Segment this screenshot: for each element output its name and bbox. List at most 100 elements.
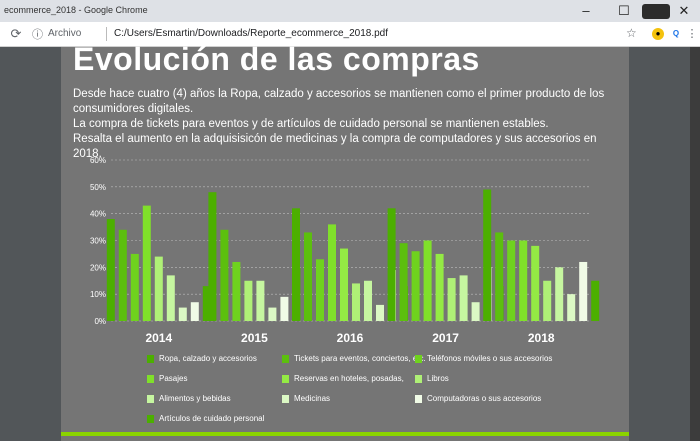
bar-2015-series-2 [232,261,241,321]
x-category-label: 2018 [528,331,555,345]
legend-label: Artículos de cuidado personal [159,414,265,423]
legend-swatch [415,354,422,363]
legend-item: Reservas en hoteles, posadas, [282,374,404,386]
bar-2016-series-0 [292,208,300,321]
legend-swatch [147,394,154,403]
bookmark-star-icon[interactable]: ☆ [626,26,637,40]
info-icon[interactable]: ⓘ [32,29,43,41]
legend-label: Medicinas [294,394,331,403]
bar-2014-series-6 [166,275,175,321]
bar-2018-series-9 [591,280,600,321]
footer-accent-bar [61,432,629,436]
y-tick-label: 50% [90,183,106,192]
bar-2018-series-7 [567,294,576,321]
bar-2016-series-6 [364,280,372,321]
bar-2017-series-7 [471,302,480,321]
bar-2018-series-6 [555,267,564,321]
legend-label: Libros [427,374,449,383]
legend-label: Reservas en hoteles, posadas, [294,374,404,383]
bar-2014-series-8 [190,302,199,321]
bar-2014-series-9 [202,286,211,321]
extension-icon[interactable]: ● [652,28,664,40]
legend-swatch [415,394,422,403]
legend-item: Libros [415,374,449,386]
bar-2014-series-7 [178,307,187,321]
legend-item: Tickets para eventos, conciertos, etc. [282,354,426,366]
browser-toolbar: ⟳ ⓘ Archivo C:/Users/Esmartin/Downloads/… [0,22,700,47]
bar-2014-series-2 [130,253,139,321]
bar-2018-series-0 [483,189,492,321]
legend-item: Teléfonos móviles o sus accesorios [415,354,552,366]
legend-swatch [147,354,154,363]
y-tick-label: 10% [90,290,106,299]
y-tick-label: 40% [90,210,106,219]
bar-2018-series-1 [495,232,504,321]
bar-2017-series-1 [399,243,408,321]
y-tick-label: 0% [94,317,106,326]
legend-swatch [282,354,289,363]
bar-2017-series-0 [387,208,396,321]
legend-item: Medicinas [282,394,330,406]
description-line-1: Desde hace cuatro (4) años la Ropa, calz… [73,88,605,115]
bar-2016-series-3 [328,224,336,321]
bar-2016-series-7 [376,304,384,321]
bar-2018-series-4 [531,245,540,321]
bar-2015-series-5 [244,280,253,321]
bar-2014-series-0 [106,219,115,321]
browser-title-bar: ecommerce_2018 - Google Chrome – ☐ ✕ [0,0,700,22]
legend-label: Tickets para eventos, conciertos, etc. [294,354,426,363]
legend-label: Teléfonos móviles o sus accesorios [427,354,553,363]
description-line-2: La compra de tickets para eventos y de a… [73,118,549,130]
maximize-icon[interactable]: ☐ [618,3,630,18]
url-text[interactable]: C:/Users/Esmartin/Downloads/Reporte_ecom… [114,28,389,39]
bar-2016-series-1 [304,232,312,321]
scrollbar[interactable] [690,47,700,441]
legend-item: Pasajes [147,374,187,386]
pdf-page: Evolución de las compras Desde hace cuat… [61,41,629,441]
bar-2015-series-7 [268,307,277,321]
bar-2015-series-0 [208,192,217,321]
reload-icon[interactable]: ⟳ [10,26,22,41]
bar-2017-series-3 [423,240,432,321]
legend-swatch [415,374,422,383]
bar-2017-series-5 [447,278,456,321]
profile-avatar[interactable] [642,4,670,19]
bar-2015-series-6 [256,280,265,321]
slide-description: Desde hace cuatro (4) años la Ropa, calz… [73,87,621,162]
extension-icon-2[interactable]: Q [670,28,682,40]
x-category-label: 2014 [145,331,172,345]
bar-2018-series-3 [519,240,528,321]
menu-icon[interactable]: ⋮ [686,28,698,40]
address-separator [106,27,107,41]
bar-2018-series-2 [507,240,516,321]
bar-2018-series-8 [579,261,588,321]
legend-swatch [282,374,289,383]
legend-item: Computadoras o sus accesorios [415,394,541,406]
address-bar[interactable]: ⓘ Archivo C:/Users/Esmartin/Downloads/Re… [28,25,640,43]
y-tick-label: 60% [90,156,106,165]
description-line-3: Resalta el aumento en la adquisisicón de… [73,133,597,160]
minimize-icon[interactable]: – [582,3,590,18]
bar-2017-series-2 [411,251,420,321]
bar-2015-series-1 [220,229,229,321]
legend-item: Artículos de cuidado personal [147,414,264,426]
bar-2017-series-6 [459,275,468,321]
bar-2014-series-1 [118,229,127,321]
close-icon[interactable]: ✕ [678,3,690,18]
x-category-label: 2017 [432,331,459,345]
legend-label: Computadoras o sus accesorios [427,394,542,403]
bar-2017-series-4 [435,253,444,321]
bar-chart: 0% 10% 20% 30% 40% 50% 60% 2014 2015 2016 2017 2018 [90,156,600,345]
y-tick-label: 20% [90,263,106,272]
bar-2018-series-5 [543,280,552,321]
legend-label: Alimentos y bebidas [159,394,231,403]
legend-swatch [282,394,289,403]
y-tick-label: 30% [90,237,106,246]
legend-label: Ropa, calzado y accesorios [159,354,257,363]
bar-2016-series-2 [316,259,324,321]
legend-label: Pasajes [159,374,188,383]
x-category-label: 2016 [337,331,364,345]
legend-item: Ropa, calzado y accesorios [147,354,257,366]
bar-2016-series-5 [352,283,360,321]
scheme-label: Archivo [48,28,82,39]
